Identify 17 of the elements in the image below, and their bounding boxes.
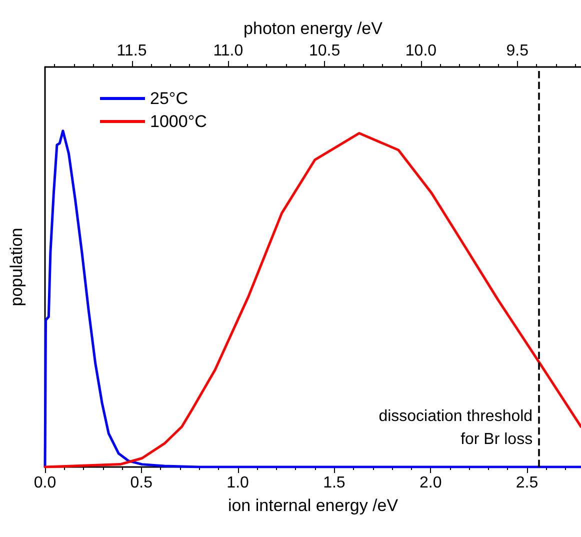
x-tick-label: 0.5	[130, 474, 153, 492]
x-axis-title: ion internal energy /eV	[228, 496, 399, 515]
x2-axis-title: photon energy /eV	[244, 19, 384, 38]
x-tick-label: 2.5	[516, 474, 538, 492]
y-axis-title: population	[7, 228, 26, 306]
x-tick-label: 1.5	[323, 474, 346, 492]
x2-tick-label: 10.5	[309, 42, 340, 60]
x2-tick-label: 9.5	[506, 42, 529, 60]
x-tick-label: 2.0	[419, 474, 442, 492]
x-tick-label: 0.0	[34, 474, 56, 492]
x-tick-label: 1.0	[226, 474, 250, 492]
legend-label: 25°C	[150, 89, 188, 108]
x2-tick-label: 11.5	[116, 42, 147, 60]
x2-tick-label: 10.0	[405, 42, 437, 60]
legend-label: 1000°C	[150, 112, 207, 131]
x2-tick-label: 11.0	[213, 42, 244, 60]
ref-line-label: dissociation threshold for Br loss	[378, 408, 533, 448]
